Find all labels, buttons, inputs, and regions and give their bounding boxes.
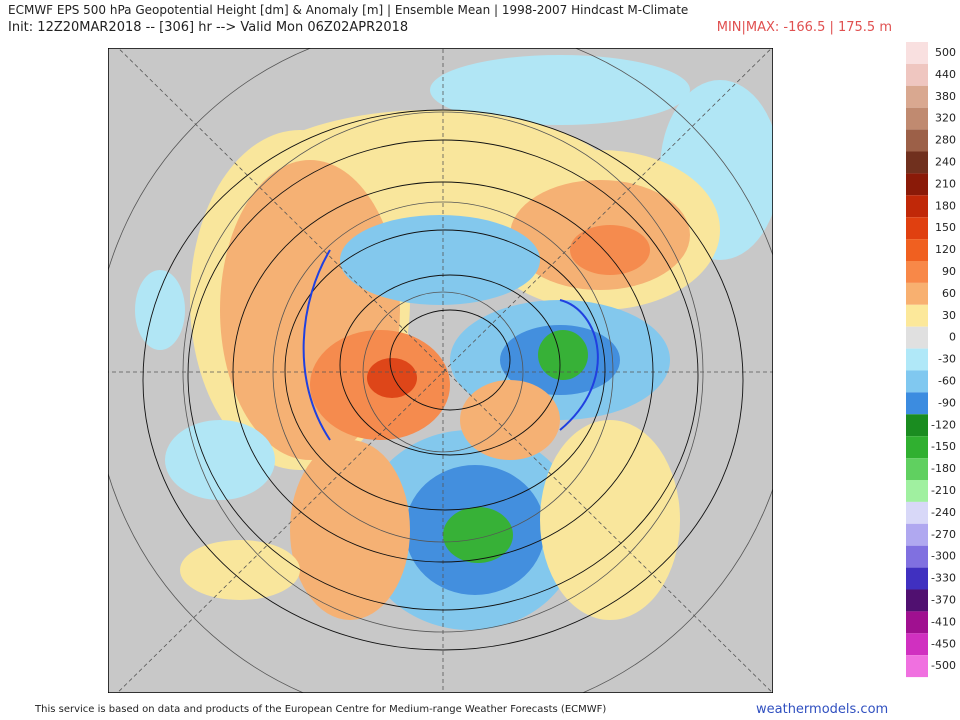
init-line: Init: 12Z20MAR2018 -- [306] hr --> Valid… <box>8 20 409 35</box>
colorbar-swatch <box>906 129 928 152</box>
anomaly <box>290 440 410 620</box>
colorbar: 500 440 380 320 280 240 210 180 150 120 90 60 30 0 -30… <box>906 42 956 678</box>
colorbar-swatch <box>906 348 928 371</box>
colorbar-swatch <box>906 436 928 459</box>
colorbar-swatch <box>906 85 928 108</box>
colorbar-swatch <box>906 633 928 656</box>
anomaly <box>135 270 185 350</box>
colorbar-swatch <box>906 567 928 590</box>
colorbar-label: 180 <box>935 199 956 212</box>
colorbar-swatch <box>906 655 928 678</box>
contour-552 <box>302 249 599 441</box>
colorbar-label: 380 <box>935 90 956 103</box>
colorbar-label: -410 <box>931 615 956 628</box>
colorbar-label: 500 <box>935 46 956 59</box>
colorbar-swatch <box>906 392 928 415</box>
colorbar-label: 280 <box>935 134 956 147</box>
footer-credit: This service is based on data and produc… <box>35 704 607 715</box>
anomaly <box>570 225 650 275</box>
colorbar-swatch <box>906 501 928 524</box>
colorbar-label: 90 <box>942 265 956 278</box>
colorbar-swatch <box>906 589 928 612</box>
colorbar-swatch <box>906 545 928 568</box>
colorbar-swatch <box>906 480 928 502</box>
colorbar-label: 150 <box>935 221 956 234</box>
colorbar-label: 320 <box>935 112 956 125</box>
anomaly <box>460 380 560 460</box>
colorbar-swatch <box>906 173 928 196</box>
colorbar-label: 240 <box>935 155 956 168</box>
colorbar-label: 120 <box>935 243 956 256</box>
colorbar-label: -90 <box>938 396 956 409</box>
colorbar-swatch <box>906 523 928 546</box>
title: ECMWF EPS 500 hPa Geopotential Height [d… <box>8 3 689 17</box>
anomaly <box>165 420 275 500</box>
colorbar-label: -30 <box>938 353 956 366</box>
anomaly <box>540 420 680 620</box>
colorbar-swatch <box>906 370 928 393</box>
colorbar-swatch <box>906 42 928 64</box>
colorbar-swatch <box>906 261 928 283</box>
colorbar-label: -150 <box>931 440 956 453</box>
colorbar-swatch <box>906 239 928 261</box>
colorbar-label: -240 <box>931 506 956 519</box>
colorbar-label: -180 <box>931 462 956 475</box>
footer-site: weathermodels.com <box>756 702 889 717</box>
colorbar-label: -60 <box>938 374 956 387</box>
colorbar-label: -120 <box>931 418 956 431</box>
colorbar-label: 440 <box>935 68 956 81</box>
anomaly <box>340 215 540 305</box>
colorbar-label: -300 <box>931 550 956 563</box>
colorbar-swatch <box>906 217 928 240</box>
colorbar-label: 60 <box>942 287 956 300</box>
colorbar-label: -210 <box>931 484 956 497</box>
colorbar-swatch <box>906 414 928 437</box>
colorbar-swatch <box>906 151 928 174</box>
colorbar-label: -330 <box>931 572 956 585</box>
colorbar-label: 210 <box>935 177 956 190</box>
colorbar-swatch <box>906 107 928 130</box>
colorbar-swatch <box>906 282 928 305</box>
colorbar-label: 0 <box>949 331 956 344</box>
anomaly <box>367 358 417 398</box>
anomaly <box>180 540 300 600</box>
anomaly <box>430 55 690 125</box>
colorbar-label: -500 <box>931 659 956 672</box>
min-max: MIN|MAX: -166.5 | 175.5 m <box>716 20 892 35</box>
colorbar-swatch <box>906 326 928 349</box>
colorbar-label: -450 <box>931 637 956 650</box>
colorbar-swatch <box>906 63 928 86</box>
colorbar-swatch <box>906 611 928 634</box>
colorbar-label: -270 <box>931 528 956 541</box>
colorbar-label: -370 <box>931 593 956 606</box>
height-contours <box>142 109 744 651</box>
colorbar-swatch <box>906 195 928 218</box>
colorbar-swatch <box>906 304 928 327</box>
anomaly <box>443 507 513 563</box>
colorbar-label: 30 <box>942 309 956 322</box>
colorbar-swatch <box>906 458 928 480</box>
anomaly <box>538 330 588 380</box>
